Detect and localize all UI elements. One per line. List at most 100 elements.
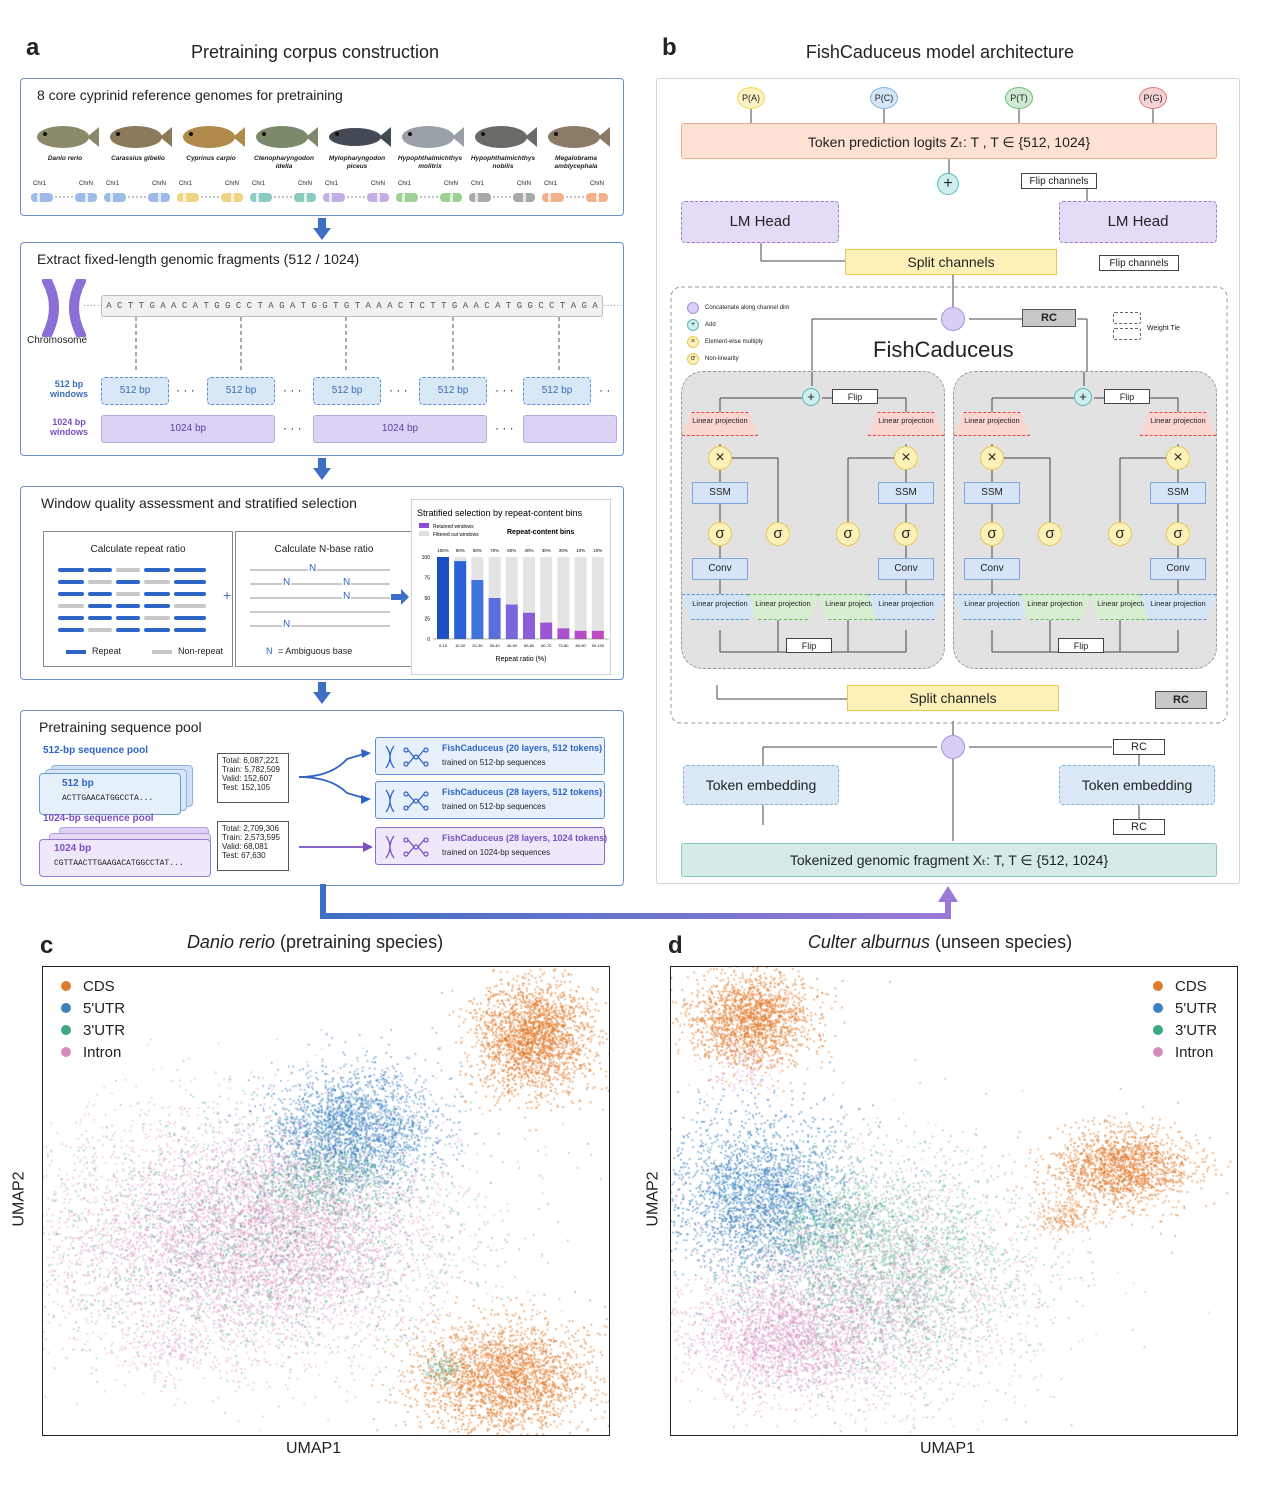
lm-head-right: LM Head bbox=[1059, 201, 1217, 243]
bimamba-block: Linear projection Linear projection × × SSM S… bbox=[953, 371, 1217, 669]
pool512-title: 512-bp sequence pool bbox=[43, 745, 149, 756]
species-card: Hypophthalmichthys molitrix Chr1 ChrN bbox=[394, 115, 466, 210]
species-name: Carassius gibelio bbox=[111, 155, 165, 162]
rc-embed: RC bbox=[1113, 739, 1165, 755]
bar-retained bbox=[488, 598, 501, 639]
bar-retained bbox=[557, 628, 570, 639]
panel-a-title: Pretraining corpus construction bbox=[190, 42, 440, 62]
prob-pa-circle: P(A) bbox=[737, 87, 765, 109]
nbase-title: Calculate N-base ratio bbox=[274, 544, 374, 555]
bar-label: 70% bbox=[490, 548, 499, 553]
multiply-circle: × bbox=[980, 446, 1004, 470]
window-1024: 1024 bp bbox=[101, 415, 275, 443]
fragments-title: Extract fixed-length genomic fragments (… bbox=[37, 251, 360, 267]
species-card: Ctenopharyngodon idella Chr1 ChrN bbox=[248, 115, 320, 210]
bar-label: 20% bbox=[559, 548, 568, 553]
arrow-2-head bbox=[313, 468, 331, 480]
model-card-1: FishCaduceus (20 layers, 512 tokens) tra… bbox=[375, 737, 605, 775]
linear-projection-out: Linear projection bbox=[868, 412, 944, 436]
ssm-box: SSM bbox=[1150, 482, 1206, 504]
row512-label: 512 bp windows bbox=[50, 379, 88, 399]
concat-circle-bottom bbox=[941, 735, 965, 759]
tokenized-fragment-box: Tokenized genomic fragment Xₜ: T, T ∈ {5… bbox=[681, 843, 1217, 877]
legend-entry: CDS bbox=[61, 975, 125, 997]
legend-d: CDS 5'UTR 3'UTR Intron bbox=[1153, 975, 1217, 1063]
legend-entry: 5'UTR bbox=[61, 997, 125, 1019]
split-channels-bottom: Split channels bbox=[847, 685, 1059, 711]
bar-retained bbox=[591, 630, 604, 639]
linear-projection-in: Linear projection bbox=[954, 594, 1030, 620]
species-card: Hypophthalmichthys nobilis Chr1 ChrN bbox=[467, 115, 539, 210]
y-tick: 100 bbox=[422, 555, 431, 561]
row1024-label: 1024 bp windows bbox=[50, 417, 88, 437]
conv-box: Conv bbox=[692, 558, 748, 580]
a-to-b-arrow bbox=[320, 884, 958, 919]
sigma-circle: σ bbox=[708, 522, 732, 546]
token-embedding-right: Token embedding bbox=[1059, 765, 1215, 805]
panel-b-title: FishCaduceus model architecture bbox=[805, 42, 1075, 62]
add-circle: + bbox=[937, 173, 959, 195]
prob-pg-circle: P(G) bbox=[1139, 87, 1167, 109]
weight-tie-label: Weight Tie bbox=[1147, 325, 1180, 332]
legend-entry: Intron bbox=[61, 1041, 125, 1063]
bar-filtered bbox=[591, 557, 604, 631]
chr-first: Chr1 bbox=[325, 181, 339, 187]
n-mark: N bbox=[282, 577, 292, 588]
n-mark: N bbox=[342, 577, 352, 588]
ssm-box: SSM bbox=[692, 482, 748, 504]
chr-last: ChrN bbox=[152, 181, 167, 187]
legend-entry: CDS bbox=[1153, 975, 1217, 997]
split-channels-top: Split channels bbox=[845, 249, 1057, 275]
fish-icon bbox=[475, 126, 537, 148]
bar-label: 90% bbox=[456, 548, 465, 553]
linear-projection-in: Linear projection bbox=[868, 594, 944, 620]
sigma-circle: σ bbox=[1108, 522, 1132, 546]
sequence-strip: A C T T G A A C A T G G C C T A G A T G … bbox=[101, 295, 603, 317]
model-card-2: FishCaduceus (28 layers, 512 tokens) tra… bbox=[375, 781, 605, 819]
repeat-legend: Repeat bbox=[92, 646, 122, 656]
n-legend-mark: N bbox=[266, 646, 273, 656]
bar-filtered bbox=[540, 557, 553, 623]
x-tick: 40-50 bbox=[507, 643, 518, 648]
bar-filtered bbox=[488, 557, 501, 598]
bar-label: 10% bbox=[576, 548, 585, 553]
x-tick: 70-80 bbox=[558, 643, 569, 648]
ssm-box: SSM bbox=[878, 482, 934, 504]
multiply-circle: × bbox=[894, 446, 918, 470]
chromosome-label: Chromosome bbox=[27, 335, 88, 346]
fish-icon bbox=[329, 127, 391, 147]
window-512: 512 bp bbox=[523, 377, 591, 405]
panel-a-label: a bbox=[26, 34, 40, 61]
bar-retained bbox=[523, 612, 535, 639]
chr-first: Chr1 bbox=[33, 181, 47, 187]
x-tick: 10-20 bbox=[455, 643, 466, 648]
logits-box: Token prediction logits Zₜ: T , T ∈ {512… bbox=[681, 123, 1217, 159]
bar-filtered bbox=[523, 557, 535, 613]
bar-filtered bbox=[471, 557, 484, 580]
pool1024-title: 1024-bp sequence pool bbox=[43, 813, 154, 824]
quality-title: Window quality assessment and stratified… bbox=[41, 495, 357, 511]
linear-projection-out: Linear projection bbox=[954, 412, 1030, 436]
chr-last: ChrN bbox=[225, 181, 240, 187]
prob-pt-circle: P(T) bbox=[1005, 87, 1033, 109]
y-tick: 0 bbox=[427, 637, 430, 643]
fish-icon bbox=[37, 126, 99, 148]
legend-c: CDS 5'UTR 3'UTR Intron bbox=[61, 975, 125, 1063]
svg-text:Retained windows: Retained windows bbox=[433, 524, 474, 530]
pool512-card: 512 bp ACTTGAACATGGCCTA... bbox=[39, 773, 181, 815]
bar-retained bbox=[454, 561, 467, 639]
x-tick: 90-100 bbox=[592, 643, 605, 648]
xlabel-c: UMAP1 bbox=[286, 1440, 342, 1457]
umap-plot-d: CDS 5'UTR 3'UTR Intron bbox=[670, 966, 1238, 1436]
x-tick: 0-10 bbox=[439, 643, 448, 648]
chr-first: Chr1 bbox=[471, 181, 485, 187]
arch-legend: Concatenate along channel dim + Add × Elem… bbox=[687, 299, 789, 367]
panel-d-title: Culter alburnus (unseen species) bbox=[807, 932, 1073, 952]
multiply-circle: × bbox=[708, 446, 732, 470]
pool1024-card: 1024 bp CGTTAACTTGAAGACATGGCCTAT... bbox=[39, 839, 211, 877]
window-512: 512 bp bbox=[101, 377, 169, 405]
flip-box: Flip bbox=[786, 638, 832, 653]
nbase-box: Calculate N-base ratio N N N N N N = Amb… bbox=[235, 531, 413, 667]
window-1024: 1024 bp bbox=[313, 415, 487, 443]
prob-pc-circle: P(C) bbox=[870, 87, 898, 109]
